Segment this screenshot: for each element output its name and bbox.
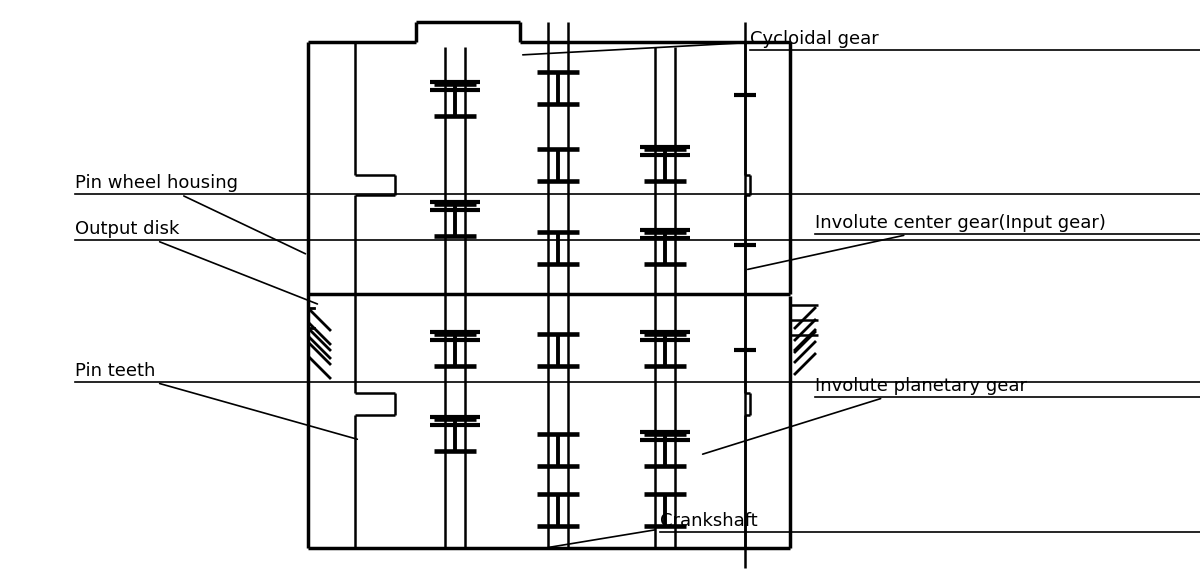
Text: Involute planetary gear: Involute planetary gear [703, 377, 1027, 454]
Text: Pin wheel housing: Pin wheel housing [74, 174, 306, 254]
Text: Output disk: Output disk [74, 220, 318, 304]
Text: Cycloidal gear: Cycloidal gear [523, 30, 878, 55]
Text: Involute center gear(Input gear): Involute center gear(Input gear) [748, 214, 1106, 269]
Text: Pin teeth: Pin teeth [74, 362, 358, 439]
Text: Crankshaft: Crankshaft [547, 512, 757, 547]
